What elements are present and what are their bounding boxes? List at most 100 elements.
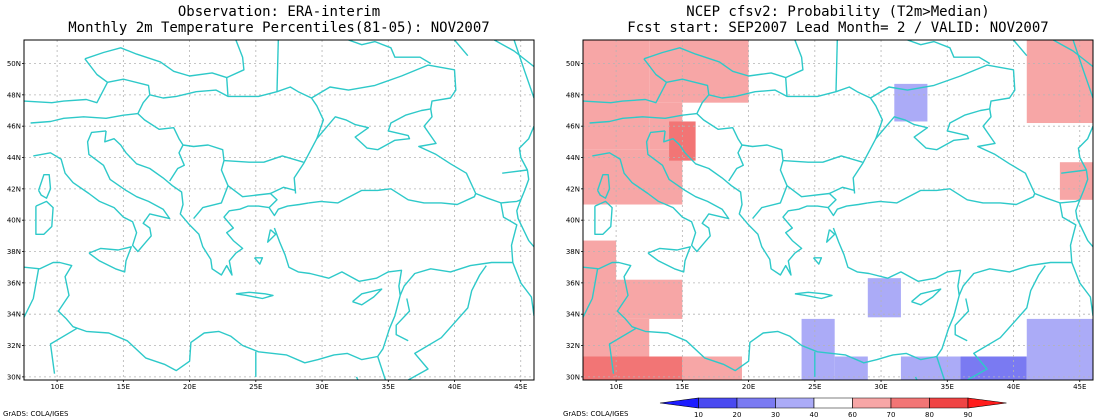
longitude-tick-label: 15E (117, 383, 130, 391)
coastline (348, 40, 432, 65)
coastline (104, 130, 309, 276)
longitude-tick-label: 30E (874, 383, 887, 391)
coastline (84, 47, 227, 79)
coastline (583, 227, 962, 372)
colorbar-segment (929, 397, 969, 409)
coastline (502, 169, 528, 174)
coastline (826, 229, 836, 243)
coastline (512, 262, 534, 316)
latitude-tick-label: 48N (7, 91, 21, 99)
coastline (33, 130, 171, 253)
right-map-coastlines (583, 40, 1093, 380)
coastline (169, 144, 186, 182)
right-title: NCEP cfsv2: Probability (T2m>Median) Fcs… (583, 4, 1093, 36)
coastline (812, 257, 823, 265)
coastline (407, 265, 487, 380)
colorbar-label: 90 (964, 411, 973, 419)
coastline (84, 58, 151, 95)
probability-cell (616, 318, 650, 357)
colorbar-segment (698, 397, 738, 409)
coastline (352, 288, 383, 306)
right-title-line2: Fcst start: SEP2007 Lead Month= 2 / VALI… (627, 20, 1049, 36)
right-credit: GrADS: COLA/IGES (563, 410, 629, 418)
coastline (1061, 169, 1087, 174)
probability-cell (867, 278, 901, 318)
coastline (35, 200, 54, 236)
latitude-tick-label: 34N (7, 311, 21, 319)
longitude-tick-label: 20E (183, 383, 196, 391)
coastline (493, 40, 534, 68)
latitude-tick-label: 36N (7, 279, 21, 287)
longitude-tick-label: 25E (249, 383, 262, 391)
colorbar-segment (852, 397, 892, 409)
latitude-tick-label: 38N (566, 248, 580, 256)
latitude-tick-label: 42N (7, 185, 21, 193)
colorbar: 10 20 30 40 60 70 80 90 (659, 397, 1007, 419)
coastline (1075, 125, 1093, 248)
latitude-tick-label: 32N (566, 342, 580, 350)
left-map-frame (23, 39, 535, 381)
coastline (49, 327, 78, 374)
longitude-tick-label: 30E (315, 383, 328, 391)
longitude-tick-label: 25E (808, 383, 821, 391)
coastline (399, 202, 518, 296)
latitude-tick-label: 46N (566, 123, 580, 131)
coastline (794, 291, 833, 300)
coastline (24, 268, 40, 318)
colorbar-segment (890, 397, 930, 409)
coastline (643, 47, 786, 79)
right-map-probability-cells (583, 40, 1093, 380)
colorbar-segment (736, 397, 776, 409)
coastline (1012, 40, 1028, 57)
left-title: Observation: ERA-interim Monthly 2m Temp… (24, 4, 534, 36)
coastline (911, 288, 942, 306)
latitude-tick-label: 34N (566, 311, 580, 319)
latitude-tick-label: 50N (7, 60, 21, 68)
coastline (583, 268, 599, 318)
coastline (592, 130, 730, 253)
latitude-tick-label: 44N (7, 154, 21, 162)
colorbar-label: 70 (887, 411, 896, 419)
coastline (24, 81, 109, 104)
left-credit: GrADS: COLA/IGES (3, 410, 69, 418)
latitude-tick-label: 40N (7, 217, 21, 225)
coastline (785, 40, 804, 79)
longitude-tick-label: 45E (1073, 383, 1086, 391)
coastline (276, 40, 279, 92)
longitude-tick-label: 35E (382, 383, 395, 391)
coastline (37, 173, 52, 199)
coastline (785, 77, 788, 97)
coastline (936, 356, 946, 380)
left-map: 10E 15E 20E 25E 30E 35E 40E 45E 50N 48N 46N 44N 42N 4… (7, 39, 535, 391)
latitude-tick-label: 44N (566, 154, 580, 162)
coastline (516, 125, 534, 248)
latitude-tick-label: 50N (566, 60, 580, 68)
coastline (311, 64, 457, 110)
longitude-tick-label: 20E (742, 383, 755, 391)
coastline (589, 86, 884, 139)
latitude-tick-label: 46N (7, 123, 21, 131)
coastline (88, 246, 133, 273)
latitude-tick-label: 42N (566, 185, 580, 193)
longitude-tick-label: 40E (1007, 383, 1020, 391)
longitude-tick-label: 15E (676, 383, 689, 391)
coastline (728, 144, 744, 182)
coastline (907, 40, 991, 65)
right-title-line1: NCEP cfsv2: Probability (T2m>Median) (686, 4, 990, 20)
coastline (253, 257, 264, 265)
probability-cell (801, 318, 835, 380)
colorbar-label: 20 (733, 411, 742, 419)
coastline (267, 229, 277, 243)
probability-cell (583, 240, 617, 357)
left-map-ticks: 10E 15E 20E 25E 30E 35E 40E 45E 50N 48N 46N 44N 42N 4… (7, 60, 528, 391)
longitude-tick-label: 35E (941, 383, 954, 391)
longitude-tick-label: 10E (609, 383, 622, 391)
latitude-tick-label: 38N (7, 248, 21, 256)
probability-cell (1026, 318, 1093, 380)
right-map-ticks: 10E 15E 20E 25E 30E 35E 40E 45E 50N 48N 46N 44N 42N 4… (566, 60, 1087, 391)
latitude-tick-label: 36N (566, 279, 580, 287)
coastline (966, 265, 1046, 380)
colorbar-segment (775, 397, 815, 409)
probability-cell (1059, 162, 1093, 200)
